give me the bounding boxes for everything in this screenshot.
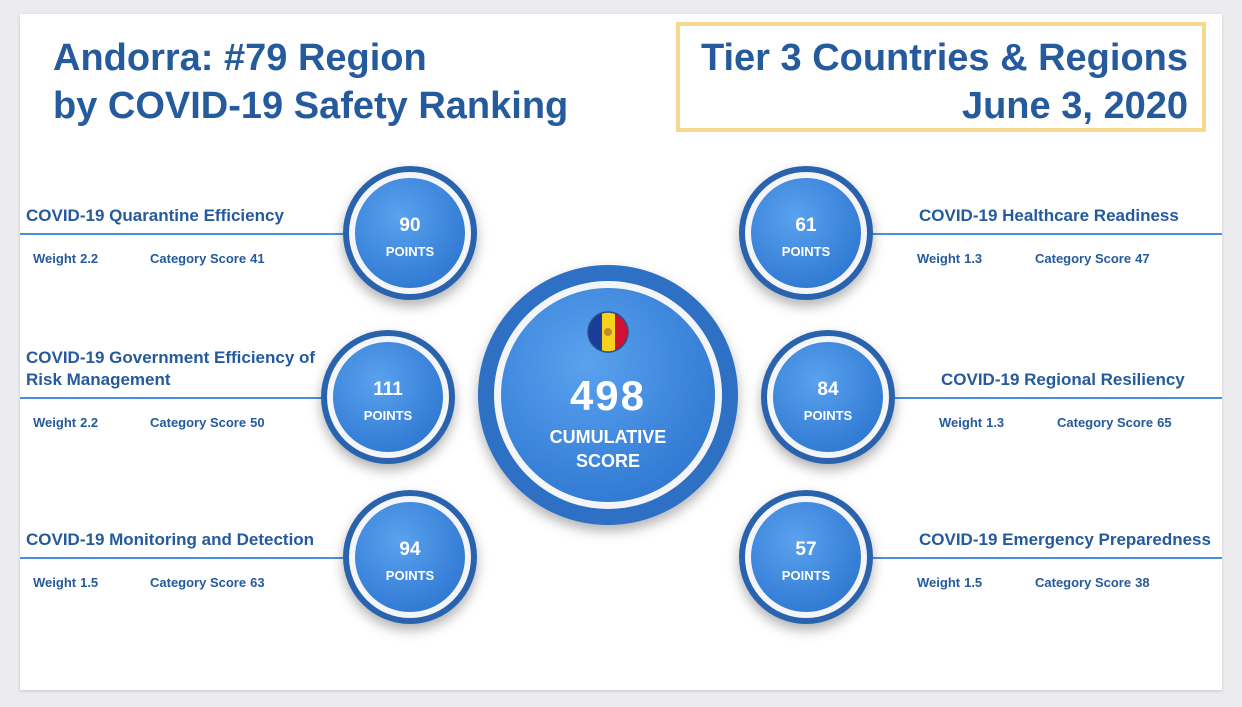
value: 41: [250, 251, 265, 266]
category-name: COVID-19 Healthcare Readiness: [919, 206, 1179, 225]
tier-line: June 3, 2020: [961, 85, 1188, 127]
weight: Weight 1.5: [917, 575, 982, 590]
cumulative-value: 498: [569, 372, 647, 419]
center-circle: [478, 265, 738, 525]
label: Category Score: [1057, 415, 1154, 430]
label: Weight: [33, 251, 77, 266]
score-circle: [343, 490, 477, 624]
value: 2.2: [80, 415, 99, 430]
points-label: POINTS: [385, 568, 435, 583]
title-line: Andorra: #79 Region: [53, 37, 427, 79]
weight: Weight 2.2: [33, 251, 98, 266]
flag-border: [587, 311, 629, 353]
ring: [355, 178, 465, 288]
label: Weight: [917, 251, 961, 266]
label: Category Score: [150, 575, 247, 590]
category-score: Category Score 65: [1057, 415, 1172, 430]
value: 38: [1135, 575, 1150, 590]
score-circle: [343, 166, 477, 300]
value: 63: [250, 575, 265, 590]
weight: Weight 2.2: [33, 415, 98, 430]
value: 1.3: [986, 415, 1005, 430]
ring: [333, 342, 443, 452]
category-score: Category Score 63: [150, 575, 265, 590]
value: 65: [1157, 415, 1172, 430]
points-value: 61: [795, 215, 817, 236]
points-value: 57: [795, 539, 817, 560]
label: Category Score: [1035, 251, 1132, 266]
points-value: 84: [817, 379, 839, 400]
value: 50: [250, 415, 265, 430]
label: Category Score: [150, 251, 247, 266]
title-line: by COVID-19 Safety Ranking: [53, 85, 569, 127]
category-name: COVID-19 Government Efficiency of Risk M…: [26, 348, 316, 389]
cumulative-label: CUMULATIVE SCORE: [549, 427, 667, 471]
points-value: 94: [399, 539, 421, 560]
points-label: POINTS: [363, 408, 413, 423]
label: Weight: [917, 575, 961, 590]
score-circle: [761, 330, 895, 464]
category-name: COVID-19 Quarantine Efficiency: [26, 206, 284, 225]
points-value: 90: [399, 215, 421, 236]
value: 47: [1135, 251, 1150, 266]
category-name: COVID-19 Emergency Preparedness: [919, 530, 1211, 549]
tier-box: Tier 3 Countries & Regions June 3, 2020: [676, 22, 1206, 132]
ring: [751, 502, 861, 612]
value: 1.5: [964, 575, 983, 590]
weight: Weight 1.3: [917, 251, 982, 266]
title: Andorra: #79 Region by COVID-19 Safety R…: [53, 34, 568, 130]
weight: Weight 1.5: [33, 575, 98, 590]
score-circle: [321, 330, 455, 464]
points-label: POINTS: [803, 408, 853, 423]
points-value: 111: [373, 379, 403, 400]
value: 1.3: [964, 251, 983, 266]
score-circle: [739, 490, 873, 624]
weight: Weight 1.3: [939, 415, 1004, 430]
category-name: COVID-19 Regional Resiliency: [941, 370, 1185, 389]
label: Weight: [939, 415, 983, 430]
ring: [773, 342, 883, 452]
value: 1.5: [80, 575, 99, 590]
points-label: POINTS: [781, 244, 831, 259]
points-label: POINTS: [385, 244, 435, 259]
score-circle: [739, 166, 873, 300]
ring: [355, 502, 465, 612]
value: 2.2: [80, 251, 99, 266]
label: Category Score: [1035, 575, 1132, 590]
category-score: Category Score 50: [150, 415, 265, 430]
points-label: POINTS: [781, 568, 831, 583]
label: Weight: [33, 575, 77, 590]
category-name: COVID-19 Monitoring and Detection: [26, 530, 315, 549]
tier-line: Tier 3 Countries & Regions: [700, 37, 1188, 79]
category-score: Category Score 47: [1035, 251, 1150, 266]
label: Category Score: [150, 415, 247, 430]
ring: [751, 178, 861, 288]
category-score: Category Score 38: [1035, 575, 1150, 590]
category-score: Category Score 41: [150, 251, 265, 266]
label: Weight: [33, 415, 77, 430]
